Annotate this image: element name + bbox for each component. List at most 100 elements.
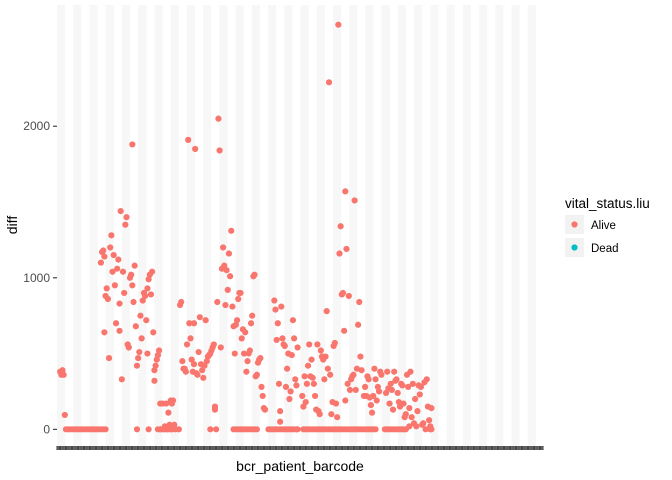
data-point-alive — [342, 188, 349, 195]
data-point-alive — [247, 320, 255, 327]
data-point-alive — [179, 358, 186, 365]
data-point-alive — [402, 411, 409, 418]
data-point-alive — [322, 353, 329, 360]
data-point-alive — [104, 295, 111, 303]
data-point-alive — [339, 289, 347, 297]
data-point-alive — [115, 256, 122, 263]
data-point-alive — [175, 426, 182, 433]
data-point-alive — [358, 367, 365, 374]
data-point-alive — [244, 358, 251, 365]
data-point-alive — [351, 197, 358, 204]
data-point-alive — [194, 371, 201, 378]
data-point-alive — [337, 223, 344, 230]
data-point-alive — [386, 400, 393, 407]
data-point-alive — [310, 380, 317, 387]
data-point-alive — [246, 347, 253, 354]
data-point-alive — [350, 371, 357, 378]
data-point-alive — [277, 418, 284, 425]
data-point-alive — [215, 115, 222, 122]
data-point-alive — [196, 314, 203, 321]
data-point-alive — [108, 232, 115, 239]
data-point-alive — [223, 267, 230, 274]
data-point-alive — [137, 312, 144, 319]
data-point-alive — [195, 348, 202, 356]
data-point-alive — [211, 406, 219, 413]
data-point-alive — [428, 426, 435, 433]
data-point-alive — [207, 426, 214, 433]
data-point-alive — [412, 395, 419, 403]
y-tick-label: 1000 — [23, 271, 50, 285]
data-point-alive — [417, 383, 425, 390]
data-point-alive — [116, 300, 123, 307]
data-point-alive — [361, 383, 369, 390]
data-point-alive — [400, 400, 407, 407]
data-point-alive — [257, 355, 264, 362]
data-point-alive — [101, 329, 108, 336]
data-point-alive — [355, 321, 362, 328]
data-point-alive — [225, 250, 233, 257]
data-point-alive — [117, 208, 124, 215]
data-point-alive — [373, 397, 380, 404]
data-point-alive — [344, 380, 351, 387]
legend-title: vital_status.liu — [565, 196, 650, 211]
data-point-alive — [288, 351, 295, 359]
data-point-alive — [314, 341, 321, 348]
data-point-alive — [420, 420, 427, 427]
data-point-alive — [119, 268, 127, 275]
data-point-alive — [287, 388, 294, 395]
data-point-alive — [372, 376, 379, 383]
data-point-alive — [249, 312, 256, 319]
grid-stripe — [235, 5, 244, 446]
legend: vital_status.liu Alive Dead — [565, 196, 650, 257]
data-point-alive — [388, 386, 395, 394]
data-point-alive — [372, 426, 379, 433]
data-point-alive — [286, 395, 293, 403]
data-point-alive — [336, 250, 343, 257]
data-point-alive — [258, 383, 265, 390]
data-point-alive — [130, 298, 137, 306]
data-point-alive — [308, 356, 315, 363]
grid-stripe — [397, 5, 407, 446]
data-point-alive — [294, 344, 301, 351]
grid-stripe — [251, 5, 260, 446]
data-point-alive — [116, 327, 123, 334]
data-point-alive — [426, 417, 433, 424]
data-point-alive — [342, 397, 349, 404]
data-point-alive — [272, 306, 279, 313]
data-point-alive — [229, 303, 236, 310]
data-point-alive — [378, 371, 385, 378]
data-point-alive — [384, 368, 391, 375]
legend-label-alive: Alive — [591, 220, 616, 232]
data-point-alive — [399, 382, 406, 389]
data-point-alive — [331, 339, 338, 347]
data-point-alive — [217, 344, 224, 351]
legend-label-dead: Dead — [591, 243, 619, 255]
data-point-alive — [243, 368, 250, 375]
data-point-alive — [157, 426, 164, 433]
data-point-alive — [371, 365, 378, 372]
data-point-alive — [352, 386, 359, 394]
data-point-alive — [353, 365, 361, 372]
data-point-alive — [321, 376, 328, 383]
data-point-alive — [107, 244, 114, 251]
data-point-alive — [61, 411, 68, 419]
data-point-alive — [238, 335, 245, 342]
data-point-alive — [341, 327, 348, 334]
data-point-alive — [97, 259, 104, 266]
data-point-alive — [192, 145, 199, 153]
grid-stripe — [349, 5, 358, 446]
data-point-alive — [128, 271, 135, 278]
data-point-alive — [408, 414, 415, 421]
grid-stripe — [57, 5, 66, 446]
grid-stripe — [316, 5, 325, 446]
data-point-alive — [152, 362, 159, 369]
data-point-alive — [289, 317, 297, 324]
data-point-alive — [365, 376, 372, 383]
data-point-alive — [233, 317, 241, 324]
data-point-alive — [185, 136, 192, 143]
grid-stripe — [73, 5, 82, 446]
data-point-alive — [242, 329, 249, 336]
data-point-alive — [407, 368, 414, 375]
grid-stripe — [414, 5, 423, 446]
